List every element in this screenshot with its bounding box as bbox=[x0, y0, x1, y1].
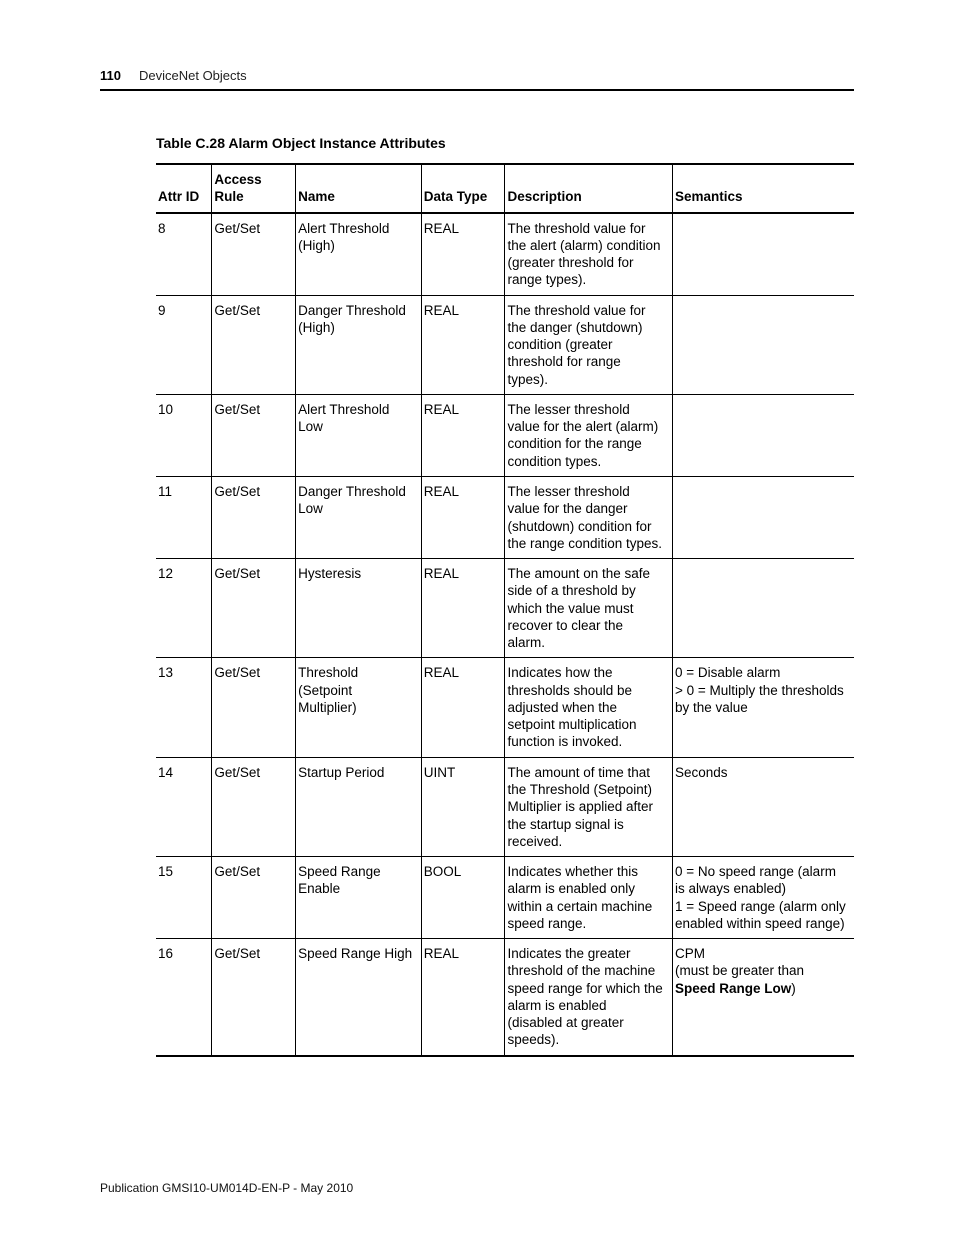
cell-description: The amount of time that the Threshold (S… bbox=[505, 757, 673, 856]
col-header-description: Description bbox=[505, 164, 673, 213]
cell-access-rule: Get/Set bbox=[212, 939, 296, 1056]
cell-name: Speed Range High bbox=[296, 939, 422, 1056]
cell-semantics bbox=[672, 295, 854, 394]
table-row: 10Get/SetAlert Threshold LowREALThe less… bbox=[156, 394, 854, 476]
cell-attr-id: 11 bbox=[156, 476, 212, 558]
cell-attr-id: 12 bbox=[156, 559, 212, 658]
cell-name: Startup Period bbox=[296, 757, 422, 856]
cell-attr-id: 10 bbox=[156, 394, 212, 476]
cell-attr-id: 15 bbox=[156, 857, 212, 939]
cell-access-rule: Get/Set bbox=[212, 559, 296, 658]
cell-name: Speed Range Enable bbox=[296, 857, 422, 939]
cell-semantics: 0 = No speed range (alarm is always enab… bbox=[672, 857, 854, 939]
cell-access-rule: Get/Set bbox=[212, 658, 296, 757]
cell-description: The lesser threshold value for the alert… bbox=[505, 394, 673, 476]
table-row: 11Get/SetDanger Threshold LowREALThe les… bbox=[156, 476, 854, 558]
cell-access-rule: Get/Set bbox=[212, 394, 296, 476]
cell-access-rule: Get/Set bbox=[212, 757, 296, 856]
cell-semantics: CPM(must be greater than Speed Range Low… bbox=[672, 939, 854, 1056]
table-row: 8Get/SetAlert Threshold (High)REALThe th… bbox=[156, 213, 854, 296]
section-title: DeviceNet Objects bbox=[139, 68, 247, 83]
cell-attr-id: 14 bbox=[156, 757, 212, 856]
cell-data-type: REAL bbox=[421, 394, 505, 476]
cell-semantics: Seconds bbox=[672, 757, 854, 856]
table-row: 14Get/SetStartup PeriodUINTThe amount of… bbox=[156, 757, 854, 856]
cell-semantics bbox=[672, 213, 854, 296]
table-row: 9Get/SetDanger Threshold (High)REALThe t… bbox=[156, 295, 854, 394]
cell-name: Alert Threshold Low bbox=[296, 394, 422, 476]
cell-semantics bbox=[672, 394, 854, 476]
cell-name: Danger Threshold (High) bbox=[296, 295, 422, 394]
cell-attr-id: 9 bbox=[156, 295, 212, 394]
table-row: 15Get/SetSpeed Range EnableBOOLIndicates… bbox=[156, 857, 854, 939]
cell-attr-id: 16 bbox=[156, 939, 212, 1056]
page: 110 DeviceNet Objects Table C.28 Alarm O… bbox=[0, 0, 954, 1235]
cell-description: Indicates how the thresholds should be a… bbox=[505, 658, 673, 757]
alarm-attributes-table: Attr ID Access Rule Name Data Type Descr… bbox=[156, 163, 854, 1057]
content-region: Table C.28 Alarm Object Instance Attribu… bbox=[100, 135, 854, 1057]
cell-data-type: REAL bbox=[421, 295, 505, 394]
table-body: 8Get/SetAlert Threshold (High)REALThe th… bbox=[156, 213, 854, 1056]
col-header-attr-id: Attr ID bbox=[156, 164, 212, 213]
cell-data-type: BOOL bbox=[421, 857, 505, 939]
running-header: 110 DeviceNet Objects bbox=[100, 68, 854, 91]
cell-access-rule: Get/Set bbox=[212, 476, 296, 558]
cell-data-type: REAL bbox=[421, 939, 505, 1056]
table-title: Table C.28 Alarm Object Instance Attribu… bbox=[156, 135, 854, 151]
cell-description: Indicates the greater threshold of the m… bbox=[505, 939, 673, 1056]
cell-access-rule: Get/Set bbox=[212, 295, 296, 394]
cell-description: The threshold value for the danger (shut… bbox=[505, 295, 673, 394]
cell-description: The threshold value for the alert (alarm… bbox=[505, 213, 673, 296]
cell-name: Danger Threshold Low bbox=[296, 476, 422, 558]
table-row: 16Get/SetSpeed Range HighREALIndicates t… bbox=[156, 939, 854, 1056]
cell-name: Threshold (Setpoint Multiplier) bbox=[296, 658, 422, 757]
cell-description: The lesser threshold value for the dange… bbox=[505, 476, 673, 558]
page-number: 110 bbox=[100, 68, 121, 83]
cell-description: The amount on the safe side of a thresho… bbox=[505, 559, 673, 658]
page-footer: Publication GMSI10-UM014D-EN-P - May 201… bbox=[100, 1181, 353, 1195]
cell-access-rule: Get/Set bbox=[212, 857, 296, 939]
cell-semantics bbox=[672, 559, 854, 658]
cell-semantics: 0 = Disable alarm > 0 = Multiply the thr… bbox=[672, 658, 854, 757]
cell-name: Alert Threshold (High) bbox=[296, 213, 422, 296]
cell-semantics bbox=[672, 476, 854, 558]
table-header-row: Attr ID Access Rule Name Data Type Descr… bbox=[156, 164, 854, 213]
col-header-access-rule: Access Rule bbox=[212, 164, 296, 213]
cell-attr-id: 8 bbox=[156, 213, 212, 296]
col-header-data-type: Data Type bbox=[421, 164, 505, 213]
table-row: 13Get/SetThreshold (Setpoint Multiplier)… bbox=[156, 658, 854, 757]
col-header-semantics: Semantics bbox=[672, 164, 854, 213]
cell-data-type: REAL bbox=[421, 213, 505, 296]
cell-data-type: REAL bbox=[421, 658, 505, 757]
cell-data-type: UINT bbox=[421, 757, 505, 856]
cell-data-type: REAL bbox=[421, 476, 505, 558]
table-row: 12Get/SetHysteresisREALThe amount on the… bbox=[156, 559, 854, 658]
cell-name: Hysteresis bbox=[296, 559, 422, 658]
cell-data-type: REAL bbox=[421, 559, 505, 658]
cell-description: Indicates whether this alarm is enabled … bbox=[505, 857, 673, 939]
cell-access-rule: Get/Set bbox=[212, 213, 296, 296]
cell-attr-id: 13 bbox=[156, 658, 212, 757]
col-header-name: Name bbox=[296, 164, 422, 213]
